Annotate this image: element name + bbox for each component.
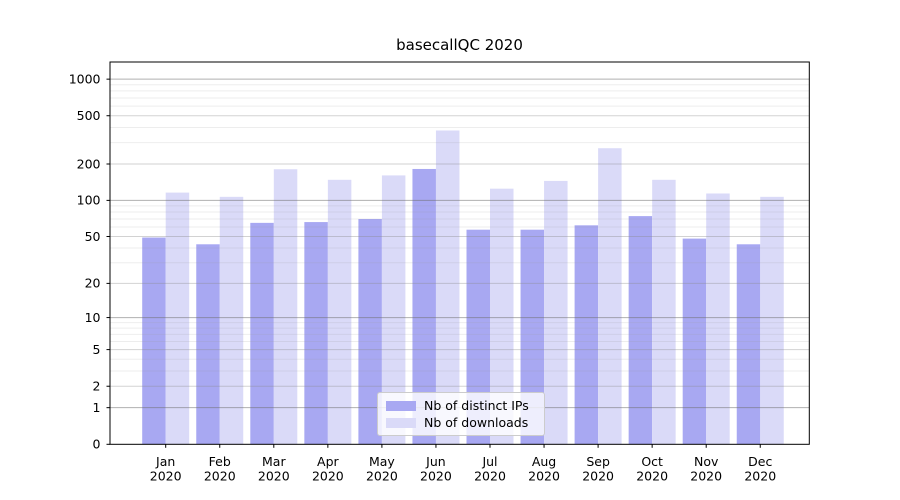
bar-distinct-ips-Feb [196, 244, 220, 445]
bar-distinct-ips-Sep [574, 225, 599, 445]
y-tick-label-100: 100 [77, 193, 101, 208]
x-tick-label-Jun: Jun 2020 [420, 454, 452, 484]
plot-border [109, 61, 810, 445]
x-tick-label-Jan: Jan 2020 [150, 454, 182, 484]
y-tick-label-50: 50 [85, 229, 101, 244]
bar-downloads-Jul [490, 188, 514, 445]
chart-title: basecallQC 2020 [396, 36, 523, 54]
bar-distinct-ips-Mar [250, 222, 274, 445]
x-tick-label-Feb: Feb 2020 [204, 454, 236, 484]
x-tick-label-Aug: Aug 2020 [528, 454, 560, 484]
x-tick-label-May: May 2020 [366, 454, 398, 484]
y-tick-label-20: 20 [85, 276, 101, 291]
y-tick-label-500: 500 [77, 108, 101, 123]
bar-downloads-Nov [706, 193, 730, 445]
bar-distinct-ips-Nov [682, 238, 707, 445]
y-tick-label-5: 5 [93, 342, 101, 357]
bar-downloads-Dec [760, 196, 784, 445]
legend-swatch-distinct-ips [386, 400, 416, 411]
bar-distinct-ips-Apr [304, 222, 328, 445]
bar-distinct-ips-Jan [142, 237, 166, 445]
bar-downloads-Apr [327, 179, 352, 445]
legend-label-downloads: Nb of downloads [424, 415, 529, 430]
y-tick-label-1: 1 [93, 400, 101, 415]
legend-swatch-downloads [386, 417, 416, 428]
legend: Nb of distinct IPs Nb of downloads [377, 392, 545, 436]
bar-distinct-ips-Oct [628, 216, 653, 445]
bar-downloads-Aug [544, 180, 568, 445]
legend-item-downloads: Nb of downloads [386, 414, 534, 431]
bar-distinct-ips-Aug [520, 229, 545, 445]
y-tick-label-0: 0 [93, 437, 101, 452]
y-tick-label-200: 200 [77, 156, 101, 171]
y-tick-label-1000: 1000 [69, 71, 101, 86]
bar-downloads-Jan [165, 192, 190, 445]
legend-item-distinct-ips: Nb of distinct IPs [386, 397, 534, 414]
bar-distinct-ips-Jul [466, 229, 490, 445]
bar-downloads-Oct [652, 179, 676, 445]
y-tick-label-10: 10 [85, 310, 101, 325]
x-tick-label-Jul: Jul 2020 [474, 454, 506, 484]
y-tick-label-2: 2 [93, 379, 101, 394]
bar-distinct-ips-Jun [412, 168, 436, 445]
x-tick-label-Apr: Apr 2020 [312, 454, 344, 484]
legend-label-distinct-ips: Nb of distinct IPs [424, 398, 529, 413]
bar-downloads-Mar [273, 169, 298, 445]
bar-downloads-Feb [219, 196, 244, 445]
x-tick-label-Oct: Oct 2020 [636, 454, 668, 484]
x-tick-label-Dec: Dec 2020 [744, 454, 776, 484]
bar-distinct-ips-Dec [736, 244, 761, 445]
x-tick-label-Sep: Sep 2020 [582, 454, 614, 484]
bar-downloads-Sep [598, 148, 622, 445]
bar-downloads-Jun [435, 130, 460, 445]
x-tick-label-Nov: Nov 2020 [690, 454, 722, 484]
x-tick-label-Mar: Mar 2020 [258, 454, 290, 484]
bar-downloads-May [381, 175, 406, 445]
bar-distinct-ips-May [358, 219, 382, 445]
